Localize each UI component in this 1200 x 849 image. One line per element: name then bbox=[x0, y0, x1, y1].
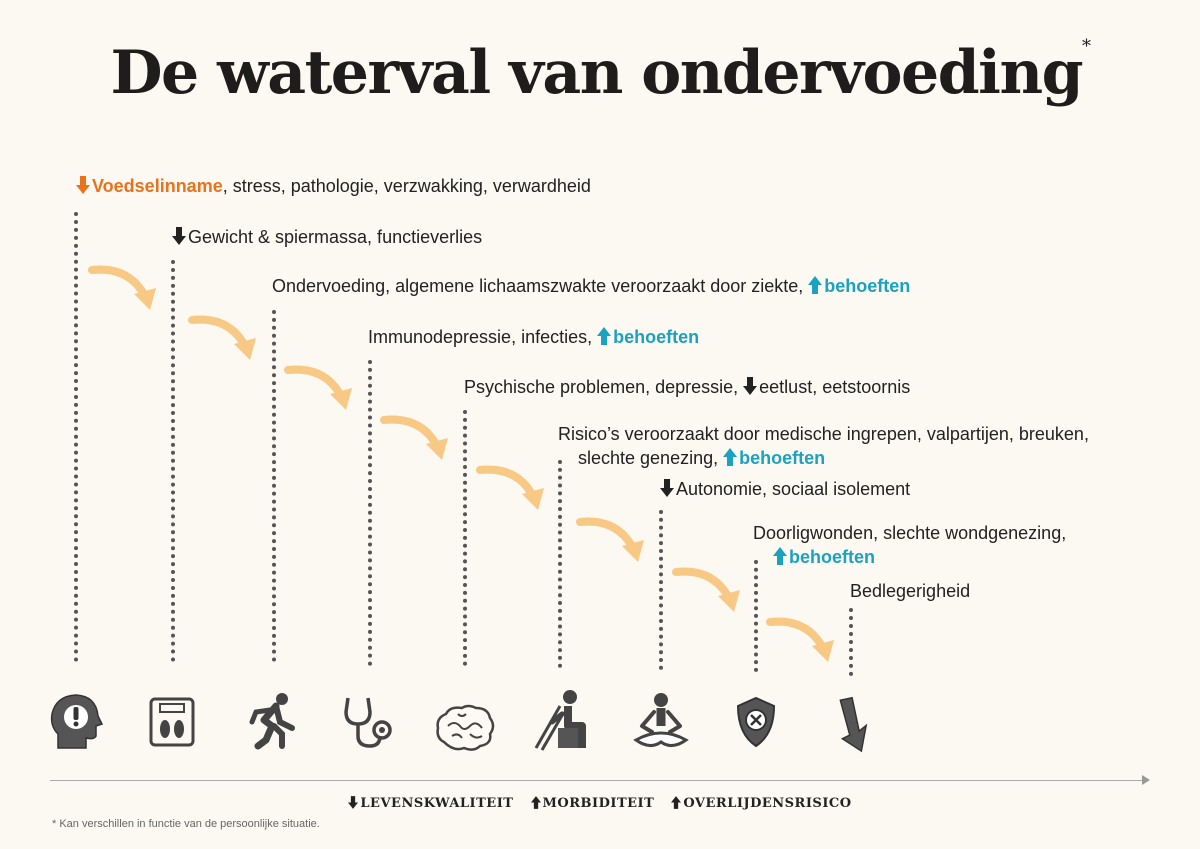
waterfall-arrow-1 bbox=[88, 265, 156, 310]
step-5-text: Psychische problemen, depressie, bbox=[464, 377, 739, 397]
brain-icon bbox=[436, 704, 495, 751]
dotted-line-4 bbox=[368, 360, 372, 666]
timeline-arrowhead bbox=[1142, 775, 1150, 785]
waterfall-arrow-2 bbox=[188, 315, 256, 360]
person-with-crutches-icon bbox=[534, 690, 586, 751]
step-6-line-1: Risico’s veroorzaakt door medische ingre… bbox=[558, 424, 1089, 444]
step-1-highlight: Voedselinname bbox=[92, 176, 223, 196]
down-arrow-icon bbox=[743, 377, 758, 395]
waterfall-arrow-6 bbox=[576, 517, 644, 562]
dotted-line-2 bbox=[171, 260, 175, 662]
up-arrow-icon bbox=[808, 276, 823, 294]
step-5-text-2: eetlust, eetstoornis bbox=[759, 377, 911, 397]
waterfall-arrow-5 bbox=[476, 465, 544, 510]
step-4-highlight: behoeften bbox=[613, 327, 700, 347]
legend-item-mortality: OVERLIJDENSRISICO bbox=[671, 796, 851, 811]
waterfall-arrow-3 bbox=[284, 365, 352, 410]
down-arrow-icon bbox=[172, 227, 186, 245]
step-1-text: , stress, pathologie, verzwakking, verwa… bbox=[222, 176, 591, 196]
legend-item-morbidity: MORBIDITEIT bbox=[530, 796, 655, 811]
step-7: Autonomie, sociaal isolement bbox=[660, 477, 910, 501]
step-6: Risico’s veroorzaakt door medische ingre… bbox=[558, 422, 1089, 470]
legend-item-quality: LEVENSKWALITEIT bbox=[348, 796, 513, 811]
step-8: Doorligwonden, slechte wondgenezing, beh… bbox=[753, 521, 1066, 569]
up-arrow-icon bbox=[671, 796, 682, 809]
dotted-line-3 bbox=[272, 310, 276, 662]
step-3-text: Ondervoeding, algemene lichaamszwakte ve… bbox=[272, 276, 804, 296]
footnote: * Kan verschillen in functie van de pers… bbox=[52, 818, 320, 830]
step-6-highlight: behoeften bbox=[739, 448, 826, 468]
page-title: De waterval van ondervoeding* bbox=[110, 36, 1091, 108]
title-footnote-mark: * bbox=[1082, 36, 1091, 57]
step-8-line-1: Doorligwonden, slechte wondgenezing, bbox=[753, 523, 1067, 543]
step-4-text: Immunodepressie, infecties, bbox=[368, 327, 593, 347]
up-arrow-icon bbox=[530, 796, 541, 809]
step-5: Psychische problemen, depressie, eetlust… bbox=[464, 375, 910, 399]
shield-cross-icon bbox=[736, 696, 776, 748]
running-person-icon bbox=[249, 693, 295, 750]
dotted-line-9 bbox=[849, 608, 853, 676]
down-arrow-icon bbox=[348, 796, 359, 809]
waterfall-arrow-4 bbox=[380, 415, 448, 460]
step-8-highlight: behoeften bbox=[789, 547, 876, 567]
step-7-text: Autonomie, sociaal isolement bbox=[676, 479, 911, 499]
legend: LEVENSKWALITEIT MORBIDITEIT OVERLIJDENSR… bbox=[0, 796, 1200, 811]
step-4: Immunodepressie, infecties, behoeften bbox=[368, 325, 699, 349]
waterfall-arrow-8 bbox=[766, 617, 834, 662]
dotted-line-1 bbox=[74, 212, 78, 662]
stethoscope-icon bbox=[344, 697, 392, 748]
down-arrow-icon bbox=[76, 176, 90, 194]
dotted-line-8 bbox=[754, 560, 758, 672]
down-arrow-icon bbox=[839, 696, 868, 753]
dotted-line-6 bbox=[558, 460, 562, 668]
step-3: Ondervoeding, algemene lichaamszwakte ve… bbox=[272, 274, 910, 298]
step-1: Voedselinname, stress, pathologie, verzw… bbox=[76, 174, 591, 198]
head-warning-icon bbox=[50, 694, 104, 749]
meditating-person-icon bbox=[633, 693, 689, 747]
step-3-highlight: behoeften bbox=[824, 276, 911, 296]
up-arrow-icon bbox=[773, 547, 787, 565]
weighing-scale-icon bbox=[149, 697, 195, 747]
step-2-text: Gewicht & spiermassa, functieverlies bbox=[188, 227, 483, 247]
step-2: Gewicht & spiermassa, functieverlies bbox=[172, 225, 482, 249]
dotted-line-7 bbox=[659, 510, 663, 670]
timeline-axis bbox=[50, 780, 1146, 781]
step-9: Bedlegerigheid bbox=[850, 579, 970, 603]
dotted-line-5 bbox=[463, 410, 467, 666]
step-6-line-2: slechte genezing, bbox=[578, 448, 719, 468]
step-9-text: Bedlegerigheid bbox=[850, 581, 971, 601]
up-arrow-icon bbox=[597, 327, 612, 345]
waterfall-arrow-7 bbox=[672, 567, 740, 612]
up-arrow-icon bbox=[723, 448, 738, 466]
down-arrow-icon bbox=[660, 479, 674, 497]
